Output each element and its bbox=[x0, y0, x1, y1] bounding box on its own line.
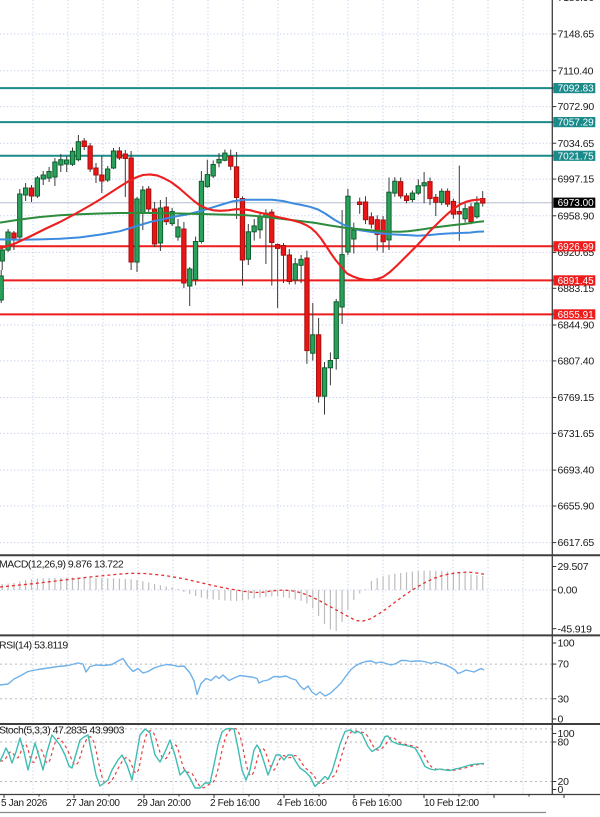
svg-text:6926.99: 6926.99 bbox=[558, 242, 595, 253]
svg-text:6855.91: 6855.91 bbox=[558, 310, 595, 321]
svg-text:6731.65: 6731.65 bbox=[558, 428, 595, 440]
svg-text:100: 100 bbox=[558, 728, 575, 740]
svg-text:0: 0 bbox=[558, 714, 564, 726]
svg-text:7057.29: 7057.29 bbox=[558, 118, 595, 129]
svg-text:RSI(14) 53.8119: RSI(14) 53.8119 bbox=[0, 640, 68, 652]
svg-text:6617.65: 6617.65 bbox=[558, 537, 595, 549]
svg-text:0.00: 0.00 bbox=[558, 585, 578, 597]
svg-text:7072.90: 7072.90 bbox=[558, 101, 595, 113]
svg-text:-45.919: -45.919 bbox=[558, 623, 593, 635]
svg-text:6655.90: 6655.90 bbox=[558, 501, 595, 513]
svg-text:7034.65: 7034.65 bbox=[558, 138, 595, 150]
svg-text:27 Jan 20:00: 27 Jan 20:00 bbox=[66, 798, 120, 809]
svg-text:7021.75: 7021.75 bbox=[558, 151, 595, 162]
svg-text:6844.90: 6844.90 bbox=[558, 320, 595, 332]
svg-text:6973.00: 6973.00 bbox=[558, 198, 595, 209]
svg-text:6693.40: 6693.40 bbox=[558, 465, 595, 477]
svg-text:6891.45: 6891.45 bbox=[558, 276, 595, 287]
svg-text:2 Feb 16:00: 2 Feb 16:00 bbox=[210, 798, 260, 809]
svg-text:70: 70 bbox=[558, 659, 570, 671]
svg-text:29 Jan 20:00: 29 Jan 20:00 bbox=[137, 798, 191, 809]
svg-text:6883.15: 6883.15 bbox=[558, 283, 595, 295]
svg-text:4 Feb 16:00: 4 Feb 16:00 bbox=[277, 798, 327, 809]
svg-text:6 Feb 16:00: 6 Feb 16:00 bbox=[352, 798, 402, 809]
svg-text:Stoch(5,3,3) 47.2835 43.9903: Stoch(5,3,3) 47.2835 43.9903 bbox=[0, 725, 125, 737]
svg-text:80: 80 bbox=[558, 737, 570, 749]
svg-text:100: 100 bbox=[558, 638, 575, 650]
svg-text:6997.15: 6997.15 bbox=[558, 174, 595, 186]
svg-text:0: 0 bbox=[558, 784, 564, 796]
svg-text:5 Jan 2026: 5 Jan 2026 bbox=[1, 798, 48, 809]
svg-text:29.507: 29.507 bbox=[558, 561, 589, 573]
svg-text:6769.15: 6769.15 bbox=[558, 392, 595, 404]
svg-text:7186.90: 7186.90 bbox=[558, 0, 595, 4]
svg-text:MACD(12,26,9) 9.876 13.722: MACD(12,26,9) 9.876 13.722 bbox=[0, 559, 124, 571]
svg-text:7110.40: 7110.40 bbox=[558, 65, 594, 77]
svg-text:6807.40: 6807.40 bbox=[558, 356, 595, 368]
svg-text:7092.83: 7092.83 bbox=[558, 84, 595, 95]
svg-text:7148.65: 7148.65 bbox=[558, 29, 595, 41]
svg-text:6958.90: 6958.90 bbox=[558, 210, 595, 222]
svg-text:30: 30 bbox=[558, 693, 570, 705]
svg-text:10 Feb 12:00: 10 Feb 12:00 bbox=[424, 798, 480, 809]
svg-text:20: 20 bbox=[558, 776, 570, 788]
